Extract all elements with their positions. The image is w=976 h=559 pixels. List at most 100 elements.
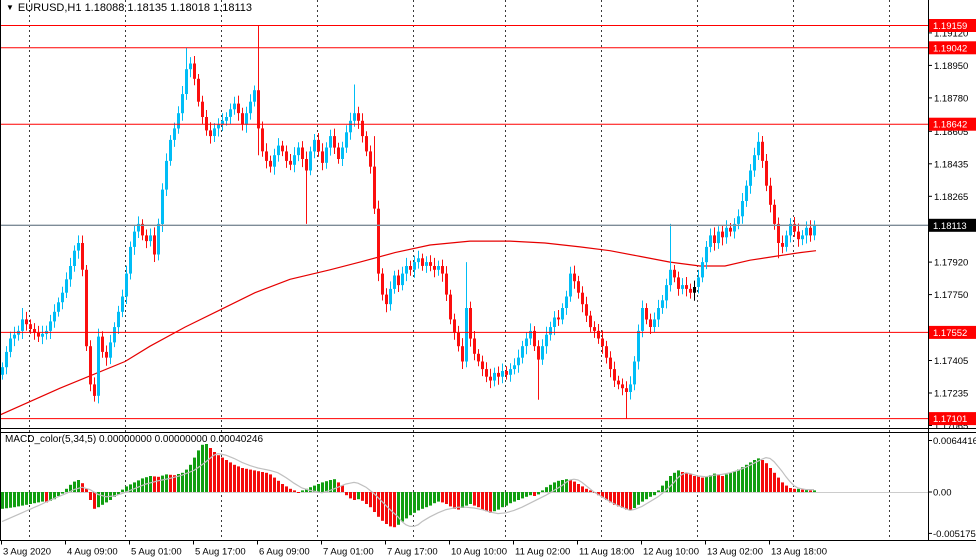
- candle-body-bear: [381, 273, 384, 295]
- macd-bar-up: [65, 488, 68, 492]
- candle-body-bull: [553, 317, 556, 327]
- candle-body-bull: [345, 132, 348, 148]
- macd-bar-up: [101, 492, 104, 505]
- macd-bar-down: [385, 492, 388, 524]
- candle-body-bull: [41, 333, 44, 337]
- price-badge-label: 1.18642: [933, 120, 967, 131]
- macd-bar-down: [621, 492, 624, 508]
- macd-bar-down: [701, 477, 704, 492]
- candle-body-bull: [749, 170, 752, 186]
- candle-body-bull: [61, 292, 64, 303]
- candle-body-bear: [481, 361, 484, 370]
- candle-body-bull: [437, 266, 440, 270]
- macd-bar-up: [149, 476, 152, 492]
- price-axis-label: 1.17065: [934, 421, 968, 432]
- macd-bar-up: [125, 486, 128, 492]
- candle-body-bull: [149, 235, 152, 242]
- macd-signal-line: [1, 452, 814, 528]
- candle-body-bear: [281, 145, 284, 152]
- macd-bar-up: [317, 484, 320, 492]
- candle-body-bear: [673, 269, 676, 278]
- macd-bar-down: [581, 486, 584, 492]
- candle-body-bear: [765, 160, 768, 186]
- price-axis-label: 1.18605: [934, 127, 968, 138]
- macd-bar-up: [69, 484, 72, 492]
- macd-bar-down: [153, 476, 156, 492]
- candle-body-bear: [533, 330, 536, 347]
- macd-bar-up: [133, 482, 136, 492]
- candle-body-bull: [693, 287, 696, 293]
- candle-body-bull: [545, 334, 548, 347]
- time-axis[interactable]: 3 Aug 2020 4 Aug 09:00 5 Aug 01:00 5 Aug 17…: [1, 540, 828, 558]
- macd-bar-up: [325, 481, 328, 492]
- macd-bar-down: [393, 492, 396, 528]
- support-resistance-lines[interactable]: [0, 25, 928, 420]
- macd-bar-up: [709, 475, 712, 492]
- macd-bar-down: [761, 460, 764, 492]
- price-badge-label: 1.18113: [933, 221, 967, 232]
- candle-body-bear: [585, 304, 588, 316]
- candle-body-bear: [201, 101, 204, 117]
- macd-bar-up: [521, 492, 524, 499]
- macd-bar-down: [377, 492, 380, 517]
- macd-bar-down: [685, 472, 688, 492]
- time-axis-label: 11 Aug 02:00: [515, 547, 570, 558]
- macd-bar-up: [517, 492, 520, 500]
- price-badge: [929, 412, 976, 426]
- candle-body-bear: [317, 139, 320, 152]
- candle-body-bear: [453, 319, 456, 333]
- candle-body-bull: [341, 147, 344, 159]
- candle-body-bull: [701, 262, 704, 278]
- macd-bar-up: [737, 469, 740, 492]
- macd-bar-up: [25, 492, 28, 505]
- macd-bar-down: [789, 488, 792, 492]
- candle-body-bull: [229, 109, 232, 117]
- macd-bar-up: [741, 467, 744, 492]
- price-axis[interactable]: 1.19120 1.18950 1.18780 1.18605 1.18435 1.182…: [928, 28, 976, 540]
- candle-body-bear: [497, 372, 500, 377]
- candle-body-bear: [261, 128, 264, 152]
- macd-bar-down: [369, 492, 372, 508]
- candle-body-bull: [189, 63, 192, 70]
- candle-body-bear: [105, 351, 108, 358]
- candle-body-bull: [161, 189, 164, 224]
- macd-bar-up: [29, 492, 32, 504]
- candle-body-bear: [797, 231, 800, 240]
- macd-axis-label: -0.005175: [933, 529, 976, 540]
- macd-bar-down: [441, 492, 444, 503]
- price-badge: [929, 325, 976, 339]
- macd-bar-down: [365, 492, 368, 504]
- macd-bar-down: [173, 475, 176, 492]
- macd-bar-up: [565, 479, 568, 492]
- candle-body-bull: [349, 120, 352, 133]
- symbol-dropdown-icon[interactable]: ▼: [6, 3, 14, 12]
- candle-body-bull: [525, 338, 528, 347]
- candle-body-bull: [801, 235, 804, 240]
- candle-body-bull: [661, 300, 664, 308]
- macd-bar-up: [205, 444, 208, 492]
- macd-bar-down: [341, 485, 344, 492]
- macd-bar-up: [201, 444, 204, 492]
- candle-body-bull: [565, 296, 568, 308]
- candle-body-bear: [777, 223, 780, 243]
- macd-bar-down: [801, 489, 804, 492]
- macd-bar-up: [313, 485, 316, 492]
- macd-bar-up: [333, 479, 336, 492]
- price-badge-label: 1.19042: [933, 43, 967, 54]
- time-axis-label: 7 Aug 17:00: [387, 547, 438, 558]
- macd-bar-up: [733, 471, 736, 492]
- time-axis-label: 7 Aug 01:00: [323, 547, 374, 558]
- candle-body-bear: [537, 346, 540, 360]
- macd-bar-up: [309, 487, 312, 492]
- candle-body-bear: [141, 223, 144, 236]
- candle-body-bull: [181, 94, 184, 114]
- macd-bar-down: [85, 488, 88, 492]
- macd-bar-down: [533, 492, 536, 496]
- macd-bar-down: [217, 455, 220, 492]
- macd-bar-down: [269, 474, 272, 492]
- candle-body-bear: [269, 160, 272, 167]
- moving-average: [0, 240, 817, 416]
- candle-body-bear: [289, 160, 292, 165]
- macd-bar-up: [557, 480, 560, 492]
